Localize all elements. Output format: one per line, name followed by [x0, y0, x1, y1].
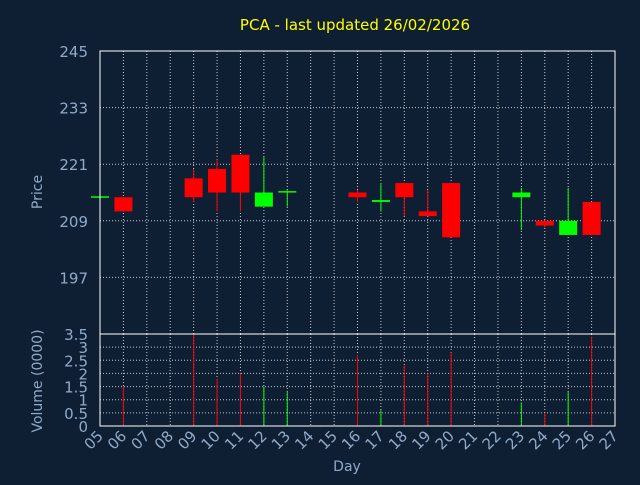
x-axis-ticks: 0506070809101112131415161718192021222324…: [81, 427, 622, 453]
candle-26: [582, 201, 601, 235]
volume-tick-label: 2: [78, 365, 88, 383]
x-tick-label: 15: [315, 427, 341, 453]
candle-body: [559, 220, 578, 235]
x-tick-label: 14: [291, 427, 317, 453]
x-tick-label: 10: [198, 427, 224, 453]
x-tick-label: 07: [127, 427, 153, 453]
volume-tick-label: 1.5: [64, 379, 88, 397]
candle-11: [231, 154, 250, 212]
candle-24: [535, 220, 554, 228]
x-tick-label: 22: [479, 427, 505, 453]
chart-title: PCA - last updated 26/02/2026: [240, 16, 470, 34]
x-axis-label: Day: [333, 459, 361, 475]
candle-body: [512, 192, 531, 198]
x-tick-label: 21: [455, 427, 481, 453]
volume-y-ticks: 00.511.522.533.5: [64, 326, 88, 436]
candle-20: [442, 183, 461, 238]
candle-18: [395, 183, 414, 217]
candle-19: [418, 190, 437, 217]
price-tick-label: 209: [59, 213, 88, 231]
candle-16: [348, 190, 367, 202]
candle-body: [535, 220, 554, 226]
x-tick-label: 08: [151, 427, 177, 453]
x-tick-label: 24: [525, 427, 551, 453]
volume-tick-label: 3.5: [64, 326, 88, 344]
volume-tick-label: 0: [78, 418, 88, 436]
volume-plot-frame: [99, 333, 616, 427]
candle-body: [418, 211, 437, 217]
volume-axis-label: Volume (0000): [30, 329, 46, 432]
x-tick-label: 16: [338, 427, 364, 453]
x-tick-label: 09: [174, 427, 200, 453]
candle-body: [254, 192, 273, 207]
x-tick-label: 17: [362, 427, 388, 453]
x-tick-label: 23: [502, 427, 528, 453]
candlesticks: [91, 154, 601, 238]
volume-tick-label: 2.5: [64, 352, 88, 370]
x-tick-label: 12: [244, 427, 270, 453]
x-tick-label: 06: [104, 427, 130, 453]
candle-body: [208, 168, 227, 193]
volume-bars: [122, 334, 593, 426]
x-tick-label: 18: [385, 427, 411, 453]
x-tick-label: 19: [408, 427, 434, 453]
candle-body: [395, 183, 414, 198]
candle-23: [512, 187, 531, 231]
x-tick-label: 25: [549, 427, 575, 453]
candle-body: [184, 178, 203, 198]
x-tick-label: 20: [432, 427, 458, 453]
candle-12: [254, 157, 273, 207]
x-tick-label: 26: [572, 427, 598, 453]
candle-body: [278, 191, 297, 193]
candle-body: [348, 192, 367, 198]
candle-body: [442, 183, 461, 238]
candle-25: [559, 187, 578, 235]
volume-tick-label: 1: [78, 392, 88, 410]
candle-06: [114, 197, 133, 212]
candle-10: [208, 159, 227, 212]
price-tick-label: 197: [59, 269, 88, 287]
volume-tick-label: 3: [78, 339, 88, 357]
price-tick-label: 221: [59, 156, 88, 174]
price-axis-label: Price: [30, 175, 46, 209]
price-tick-label: 245: [59, 43, 88, 61]
x-tick-label: 27: [596, 427, 622, 453]
candle-body: [371, 200, 390, 202]
x-tick-label: 11: [221, 427, 247, 453]
candle-body: [582, 201, 601, 235]
x-tick-label: 13: [268, 427, 294, 453]
candle-09: [184, 168, 203, 202]
candle-body: [231, 154, 250, 193]
candle-17: [371, 183, 390, 212]
candle-13: [278, 190, 297, 207]
candle-body: [114, 197, 133, 212]
volume-tick-label: 0.5: [64, 405, 88, 423]
price-tick-label: 233: [59, 100, 88, 118]
price-y-ticks: 197 209 221 233 245: [59, 43, 88, 287]
